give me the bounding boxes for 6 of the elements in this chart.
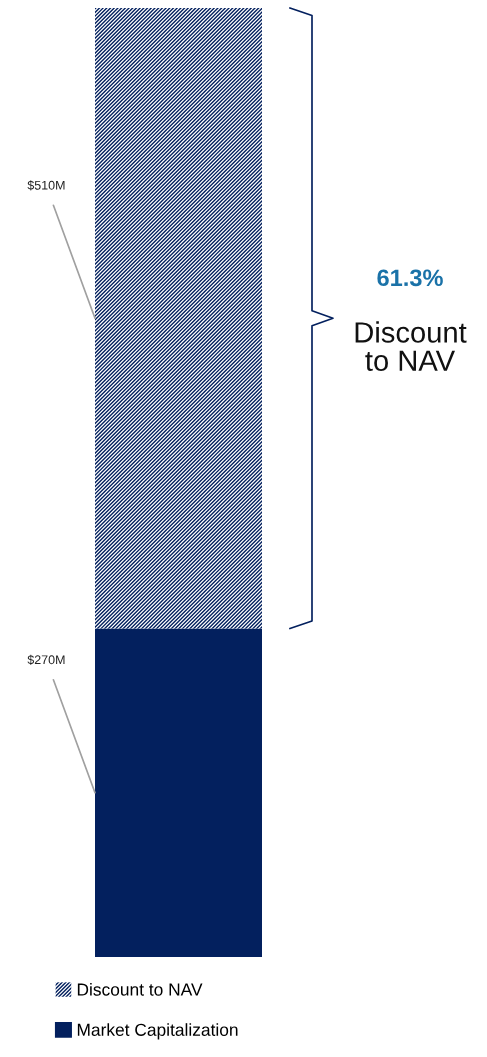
text: Discount to NAV <box>355 321 467 372</box>
data-label: $510M <box>27 180 65 191</box>
text: 61.3% <box>377 269 443 287</box>
legend-label: Market Capitalization <box>77 1023 238 1040</box>
data-label: $270M <box>27 654 65 665</box>
legend-label: Discount to NAV <box>77 982 203 996</box>
